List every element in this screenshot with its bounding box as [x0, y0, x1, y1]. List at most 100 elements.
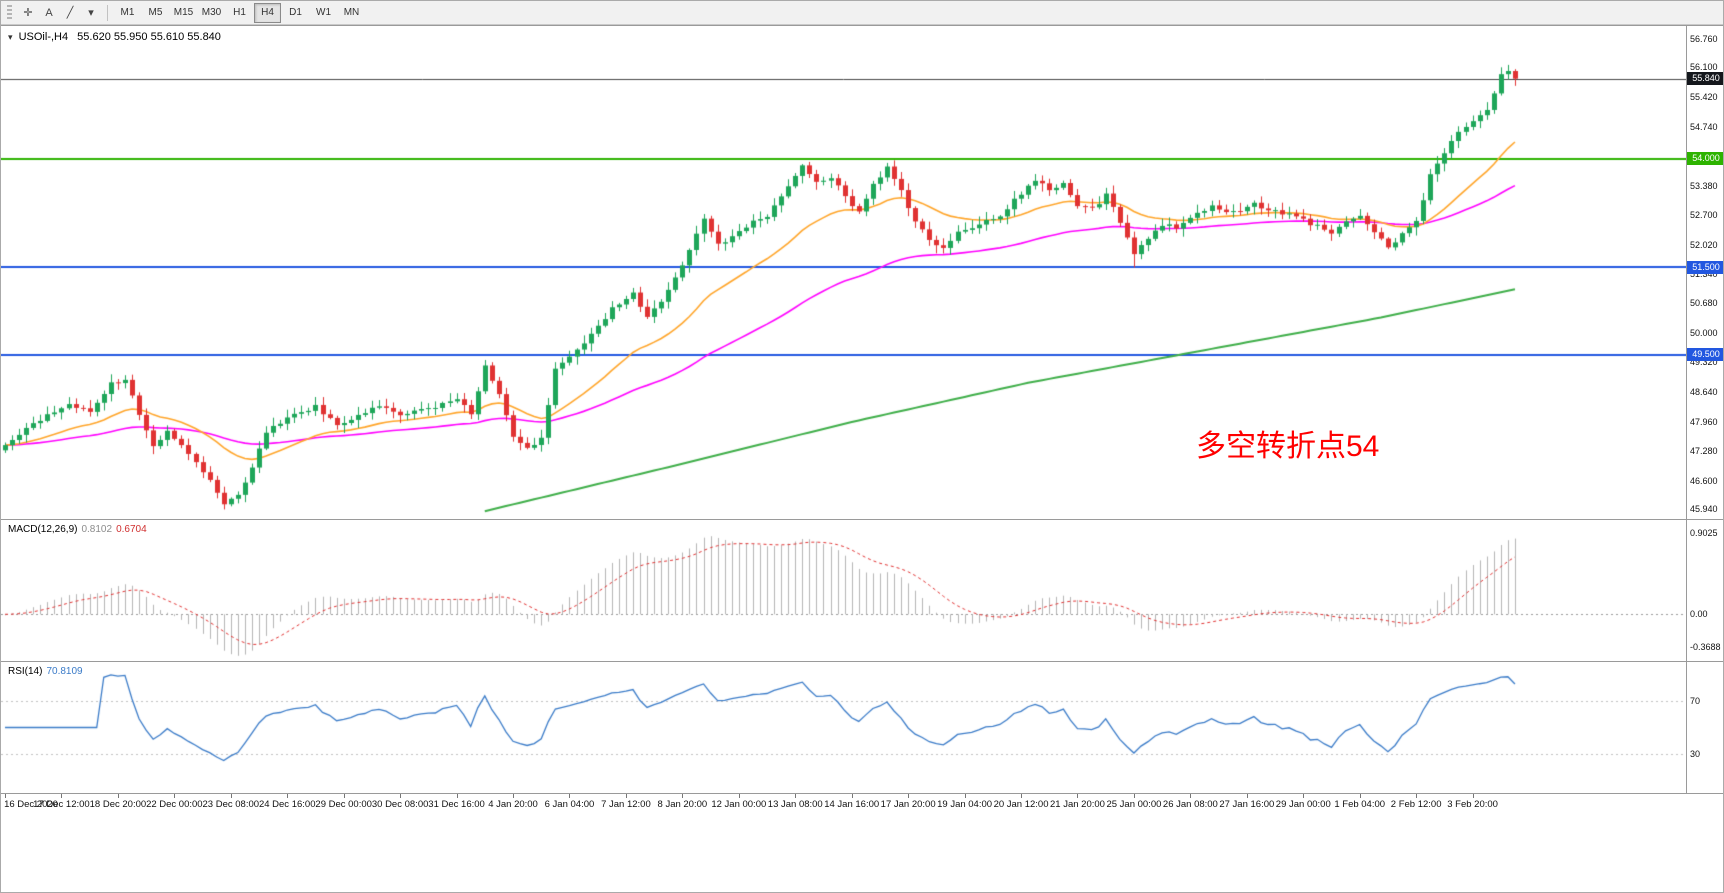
timeframe-button-d1[interactable]: D1	[289, 6, 302, 18]
time-label: 6 Jan 04:00	[544, 799, 595, 810]
macd-label: MACD(12,26,9) 0.8102 0.6704	[8, 524, 147, 535]
time-label: 3 Feb 20:00	[1447, 799, 1498, 810]
time-label: 24 Dec 16:00	[258, 799, 316, 810]
scale-tick-label: 0.00	[1690, 609, 1708, 620]
scale-tick-label: 53.380	[1690, 180, 1718, 191]
time-tick	[287, 794, 288, 798]
price-badge: 49.500	[1687, 348, 1723, 361]
rsi-canvas[interactable]	[1, 662, 1686, 793]
macd-signal-value: 0.6704	[116, 524, 147, 535]
rsi-label: RSI(14) 70.8109	[8, 666, 83, 677]
time-label: 20 Jan 12:00	[993, 799, 1049, 810]
time-label: 22 Dec 00:00	[146, 799, 203, 810]
macd-main-value: 0.8102	[81, 524, 113, 535]
scale-tick-label: 45.940	[1690, 504, 1718, 515]
scale-tick-label: 56.760	[1690, 33, 1718, 44]
time-label: 17 Dec 12:00	[33, 799, 90, 810]
macd-scale[interactable]: 0.9025 0.00 -0.3688	[1686, 520, 1723, 661]
rsi-value: 70.8109	[46, 666, 83, 677]
time-tick	[231, 794, 232, 798]
toolbar-grip-icon[interactable]	[7, 4, 12, 21]
time-label: 21 Jan 20:00	[1050, 799, 1105, 810]
time-label: 31 Dec 16:00	[428, 799, 485, 810]
symbol-timeframe-label: USOil-,H4	[18, 31, 69, 43]
time-tick	[1134, 794, 1135, 798]
scale-tick-label: 47.960	[1690, 416, 1718, 427]
rsi-indicator-panel: RSI(14) 70.8109 70 30	[1, 661, 1723, 793]
time-label: 18 Dec 20:00	[89, 799, 147, 810]
time-label: 16 Dec 2020	[4, 799, 58, 810]
time-label: 29 Jan 00:00	[1275, 799, 1331, 810]
time-label: 14 Jan 16:00	[824, 799, 880, 810]
chart-text-annotation[interactable]: 多空转折点54	[1196, 430, 1380, 463]
scale-tick-label: 50.680	[1690, 298, 1718, 309]
time-label: 1 Feb 04:00	[1334, 799, 1386, 810]
scale-tick-label: -0.3688	[1690, 642, 1721, 653]
scale-tick-label: 30	[1690, 748, 1701, 759]
time-tick	[569, 794, 570, 798]
scale-tick-label: 70	[1690, 696, 1701, 707]
time-tick	[513, 794, 514, 798]
timeframe-button-m30[interactable]: M30	[201, 6, 222, 18]
scale-tick-label: 47.280	[1690, 446, 1718, 457]
time-label: 19 Jan 04:00	[937, 799, 993, 810]
time-tick	[400, 794, 401, 798]
timeframe-button-m15[interactable]: M15	[173, 6, 194, 18]
collapse-arrow-icon[interactable]: ▾	[8, 32, 13, 42]
time-label: 8 Jan 20:00	[657, 799, 708, 810]
scale-tick-label: 48.640	[1690, 386, 1718, 397]
time-tick	[1360, 794, 1361, 798]
time-tick	[5, 794, 6, 798]
time-tick	[457, 794, 458, 798]
time-label: 17 Jan 20:00	[880, 799, 936, 810]
price-scale[interactable]: 56.760 56.100 55.420 54.740 53.380 52.700 52.0…	[1686, 26, 1723, 519]
price-badge: 51.500	[1687, 261, 1723, 274]
time-label: 13 Jan 08:00	[767, 799, 823, 810]
price-chart-panel: ▾ USOil-,H4 55.620 55.950 55.610 55.840 …	[1, 25, 1723, 519]
time-tick	[739, 794, 740, 798]
time-label: 29 Dec 00:00	[315, 799, 372, 810]
shapes-dropdown-icon[interactable]: ▾	[88, 6, 94, 19]
timeframe-button-w1[interactable]: W1	[316, 6, 331, 18]
time-tick	[61, 794, 62, 798]
time-tick	[1473, 794, 1474, 798]
time-tick	[1077, 794, 1078, 798]
shapes-tool-icon[interactable]: ╱	[66, 6, 74, 19]
time-tick	[1247, 794, 1248, 798]
time-label: 27 Jan 16:00	[1219, 799, 1275, 810]
rsi-name: RSI(14)	[8, 666, 43, 677]
timeframe-buttons-group: M1 M5 M15 M30 H1 H4 D1 W1 MN	[114, 2, 365, 23]
timeframe-button-m5[interactable]: M5	[148, 6, 163, 18]
price-badge: 55.840	[1687, 72, 1723, 85]
time-tick	[344, 794, 345, 798]
time-label: 2 Feb 12:00	[1390, 799, 1442, 810]
crosshair-tool-icon[interactable]: ✛	[23, 6, 33, 19]
empty-area	[1, 813, 1723, 892]
time-label: 23 Dec 08:00	[202, 799, 260, 810]
scale-tick-label: 55.420	[1690, 91, 1718, 102]
timeframe-button-h1[interactable]: H1	[233, 6, 246, 18]
timeframe-button-h4[interactable]: H4	[254, 2, 281, 23]
time-tick	[1190, 794, 1191, 798]
scale-tick-label: 0.9025	[1690, 528, 1718, 539]
timeframe-button-m1[interactable]: M1	[120, 6, 135, 18]
macd-indicator-panel: MACD(12,26,9) 0.8102 0.6704 0.9025 0.00 -0.3…	[1, 519, 1723, 661]
time-tick	[1303, 794, 1304, 798]
drawing-tools-group: ✛ A ╱ ▾	[18, 3, 101, 23]
timeframe-button-mn[interactable]: MN	[343, 6, 360, 18]
price-chart-canvas[interactable]	[1, 26, 1686, 519]
toolbar-separator	[107, 4, 108, 21]
ohlc-values: 55.620 55.950 55.610 55.840	[77, 31, 221, 43]
rsi-scale[interactable]: 70 30	[1686, 662, 1723, 793]
time-tick	[908, 794, 909, 798]
time-tick	[682, 794, 683, 798]
text-label-tool-icon[interactable]: A	[45, 6, 53, 19]
time-label: 30 Dec 08:00	[371, 799, 429, 810]
time-tick	[1416, 794, 1417, 798]
chart-toolbar: ✛ A ╱ ▾ M1 M5 M15 M30 H1 H4 D1 W1 MN	[1, 1, 1723, 25]
time-label: 12 Jan 00:00	[711, 799, 767, 810]
time-tick	[852, 794, 853, 798]
macd-canvas[interactable]	[1, 520, 1686, 661]
time-tick	[118, 794, 119, 798]
time-axis[interactable]: 16 Dec 2020 17 Dec 12:00 18 Dec 20:00 22 De…	[1, 793, 1723, 813]
